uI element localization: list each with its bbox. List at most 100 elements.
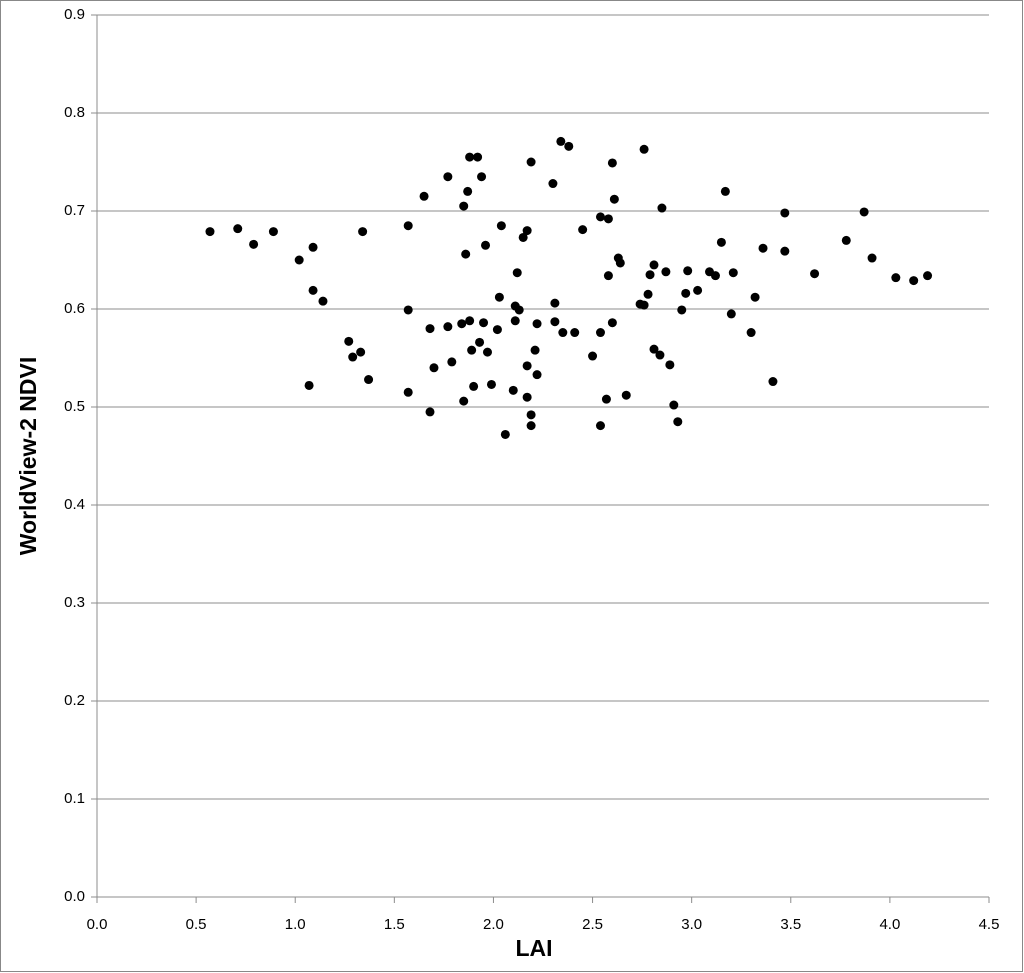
data-point — [205, 227, 215, 237]
data-point — [564, 141, 574, 151]
data-point — [649, 344, 659, 354]
data-point — [669, 400, 679, 410]
data-point — [768, 377, 778, 387]
data-point — [532, 319, 542, 329]
data-point — [665, 360, 675, 370]
data-point — [595, 328, 605, 338]
data-point — [556, 136, 566, 146]
data-point — [518, 232, 528, 242]
data-point — [595, 421, 605, 431]
data-point — [486, 379, 496, 389]
data-point — [344, 336, 354, 346]
data-point — [479, 318, 489, 328]
data-point — [469, 381, 479, 391]
data-point — [403, 305, 413, 315]
data-point — [532, 370, 542, 380]
data-point — [758, 243, 768, 253]
data-point — [716, 237, 726, 247]
data-point — [318, 296, 328, 306]
x-tick-label: 1.0 — [285, 916, 306, 933]
data-point — [492, 325, 502, 335]
data-point — [657, 203, 667, 213]
x-tick-label: 3.0 — [681, 916, 702, 933]
data-point — [496, 221, 506, 231]
data-point — [601, 394, 611, 404]
data-point — [475, 337, 485, 347]
data-point — [425, 407, 435, 417]
data-point — [550, 317, 560, 327]
data-point — [615, 258, 625, 268]
data-point — [810, 269, 820, 279]
data-point — [294, 255, 304, 265]
data-point — [639, 144, 649, 154]
data-point — [443, 322, 453, 332]
data-point — [607, 158, 617, 168]
x-axis-title: LAI — [515, 935, 552, 961]
data-point — [720, 186, 730, 196]
data-point — [673, 417, 683, 427]
data-point — [681, 288, 691, 298]
data-point — [512, 268, 522, 278]
data-point — [508, 385, 518, 395]
data-point — [645, 270, 655, 280]
y-tick-label: 0.8 — [64, 104, 85, 121]
data-point — [609, 194, 619, 204]
data-point — [526, 157, 536, 167]
data-point — [588, 351, 598, 361]
data-point — [867, 253, 877, 263]
data-point — [693, 285, 703, 295]
data-point — [308, 285, 318, 295]
y-tick-label: 0.6 — [64, 300, 85, 317]
data-point — [510, 316, 520, 326]
data-point — [457, 319, 467, 329]
data-point — [465, 152, 475, 162]
data-point — [728, 268, 738, 278]
data-point — [461, 249, 471, 259]
y-tick-label: 0.9 — [64, 6, 85, 23]
y-tick-label: 0.3 — [64, 594, 85, 611]
data-point — [603, 214, 613, 224]
data-point — [522, 361, 532, 371]
data-point — [726, 309, 736, 319]
x-tick-label: 3.5 — [780, 916, 801, 933]
data-point — [514, 305, 524, 315]
data-point — [429, 363, 439, 373]
data-point — [481, 240, 491, 250]
x-tick-label: 4.0 — [879, 916, 900, 933]
data-point — [607, 318, 617, 328]
x-tick-label: 1.5 — [384, 916, 405, 933]
data-point — [578, 225, 588, 235]
data-point — [364, 375, 374, 385]
x-tick-label: 4.5 — [979, 916, 1000, 933]
data-point — [780, 246, 790, 256]
data-point — [526, 410, 536, 420]
y-tick-label: 0.5 — [64, 398, 85, 415]
data-point — [655, 350, 665, 360]
data-point — [859, 207, 869, 217]
data-point — [891, 273, 901, 283]
data-point — [233, 224, 243, 234]
data-point — [459, 396, 469, 406]
y-tick-label: 0.7 — [64, 202, 85, 219]
data-point — [443, 172, 453, 182]
data-point — [249, 239, 259, 249]
data-point — [494, 292, 504, 302]
data-point — [473, 152, 483, 162]
data-point — [465, 316, 475, 326]
data-point — [526, 421, 536, 431]
data-point — [358, 227, 368, 237]
data-point — [841, 235, 851, 245]
data-point — [482, 347, 492, 357]
data-point — [643, 289, 653, 299]
data-point — [403, 221, 413, 231]
data-point — [746, 328, 756, 338]
data-point — [403, 387, 413, 397]
data-point — [603, 271, 613, 281]
data-point — [348, 352, 358, 362]
data-point — [750, 292, 760, 302]
data-point — [558, 328, 568, 338]
data-point — [677, 305, 687, 315]
y-tick-label: 0.0 — [64, 888, 85, 905]
data-point — [459, 201, 469, 211]
